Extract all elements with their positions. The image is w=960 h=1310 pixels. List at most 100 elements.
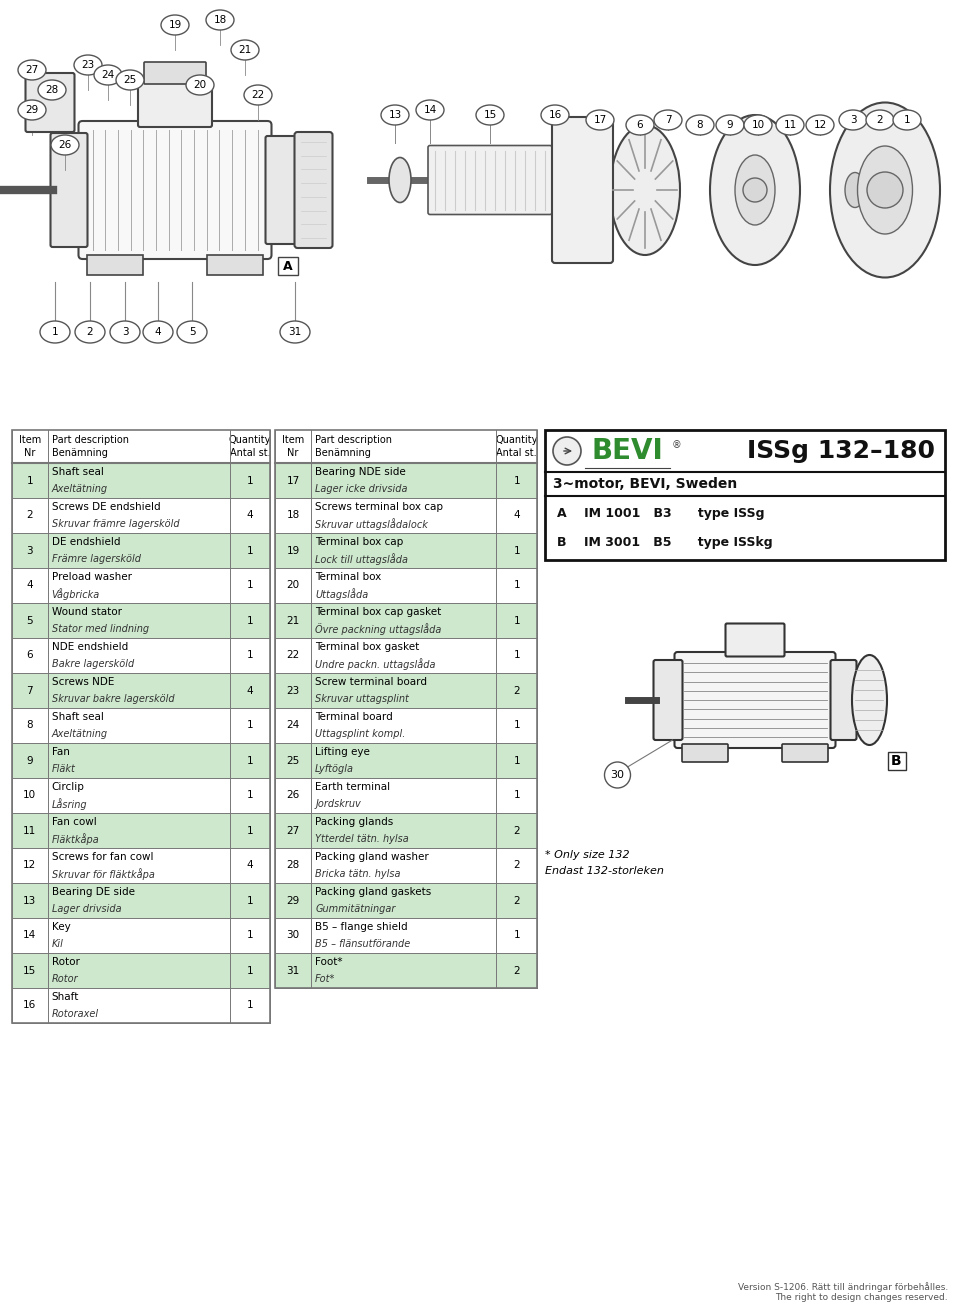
Text: 1: 1	[514, 756, 520, 765]
Text: Undre packn. uttagslåda: Undre packn. uttagslåda	[315, 658, 436, 669]
Bar	[545, 430, 945, 559]
Bar	[12, 883, 270, 918]
Text: 17: 17	[286, 476, 300, 486]
Bar	[0, 0, 960, 430]
Bar	[12, 430, 270, 462]
Text: Packing gland washer: Packing gland washer	[315, 853, 429, 862]
Text: B    IM 3001   B5      type ISSkg: B IM 3001 B5 type ISSkg	[557, 536, 773, 549]
Text: 1: 1	[514, 476, 520, 486]
Text: 4: 4	[247, 511, 253, 520]
Bar	[207, 255, 263, 275]
Text: 1: 1	[52, 328, 59, 337]
Ellipse shape	[18, 100, 46, 121]
Bar	[275, 814, 537, 848]
FancyBboxPatch shape	[144, 62, 206, 84]
Text: Fan: Fan	[52, 748, 69, 757]
Text: 20: 20	[286, 580, 300, 591]
Bar	[275, 673, 537, 707]
Circle shape	[553, 438, 581, 465]
Text: 20: 20	[193, 80, 206, 90]
Text: Skruvar för fläktkåpa: Skruvar för fläktkåpa	[52, 867, 155, 879]
Text: B: B	[891, 755, 901, 768]
Text: Screw terminal board: Screw terminal board	[315, 677, 427, 688]
Ellipse shape	[710, 115, 800, 265]
Text: Lager drivsida: Lager drivsida	[52, 904, 121, 913]
Text: 1: 1	[514, 721, 520, 731]
Text: Fläkt: Fläkt	[52, 764, 76, 773]
Text: Version S-1206. Rätt till ändringar förbehålles.: Version S-1206. Rätt till ändringar förb…	[737, 1282, 948, 1292]
Bar	[12, 430, 270, 1023]
Bar	[275, 533, 537, 569]
Text: 4: 4	[155, 328, 161, 337]
Text: 2: 2	[86, 328, 93, 337]
Text: Preload washer: Preload washer	[52, 572, 132, 583]
FancyBboxPatch shape	[726, 624, 784, 656]
Bar	[275, 498, 537, 533]
FancyBboxPatch shape	[79, 121, 272, 259]
Text: 3: 3	[122, 328, 129, 337]
Text: 5: 5	[27, 616, 33, 625]
Ellipse shape	[416, 100, 444, 121]
Bar	[12, 638, 270, 673]
Text: 1: 1	[247, 756, 253, 765]
Text: 22: 22	[252, 90, 265, 100]
Text: 23: 23	[82, 60, 95, 69]
Bar	[12, 743, 270, 778]
Text: Bricka tätn. hylsa: Bricka tätn. hylsa	[315, 869, 400, 879]
Text: 2: 2	[514, 825, 520, 836]
Text: Quantity
Antal st.: Quantity Antal st.	[228, 435, 271, 457]
Bar	[275, 918, 537, 952]
Text: 23: 23	[286, 685, 300, 696]
Text: 9: 9	[727, 121, 733, 130]
Text: 11: 11	[23, 825, 36, 836]
Text: Fan cowl: Fan cowl	[52, 817, 96, 828]
Text: 4: 4	[514, 511, 520, 520]
Text: 24: 24	[286, 721, 300, 731]
Ellipse shape	[735, 155, 775, 225]
Text: Screws for fan cowl: Screws for fan cowl	[52, 853, 153, 862]
Ellipse shape	[161, 14, 189, 35]
Text: Terminal box cap gasket: Terminal box cap gasket	[315, 608, 442, 617]
Text: Packing glands: Packing glands	[315, 817, 394, 828]
Bar	[12, 673, 270, 707]
Text: 1: 1	[247, 965, 253, 976]
Text: B5 – flange shield: B5 – flange shield	[315, 922, 408, 933]
Text: The right to design changes reserved.: The right to design changes reserved.	[776, 1293, 948, 1302]
Ellipse shape	[716, 115, 744, 135]
Text: Part description
Benämning: Part description Benämning	[315, 435, 392, 457]
Text: 6: 6	[27, 651, 33, 660]
Text: 9: 9	[27, 756, 33, 765]
Text: 1: 1	[247, 1001, 253, 1010]
Bar	[275, 707, 537, 743]
Text: 13: 13	[389, 110, 401, 121]
Text: Lock till uttagslåda: Lock till uttagslåda	[315, 553, 408, 565]
Text: 7: 7	[664, 115, 671, 124]
Text: 1: 1	[247, 721, 253, 731]
Text: 1: 1	[247, 930, 253, 941]
Text: Låsring: Låsring	[52, 798, 87, 810]
Text: Item
Nr: Item Nr	[18, 435, 41, 457]
Circle shape	[605, 762, 631, 789]
Text: 3: 3	[850, 115, 856, 124]
Text: Lyftögla: Lyftögla	[315, 764, 354, 773]
Text: 28: 28	[286, 861, 300, 871]
FancyBboxPatch shape	[654, 660, 683, 740]
Text: 4: 4	[247, 685, 253, 696]
Text: Främre lagersköld: Främre lagersköld	[52, 554, 140, 563]
Bar	[275, 778, 537, 814]
Bar	[275, 462, 537, 498]
Text: 10: 10	[752, 121, 764, 130]
Bar	[278, 257, 298, 275]
Ellipse shape	[381, 105, 409, 124]
Text: 30: 30	[286, 930, 300, 941]
Ellipse shape	[231, 41, 259, 60]
Text: 1: 1	[247, 616, 253, 625]
Text: 11: 11	[783, 121, 797, 130]
Text: Terminal board: Terminal board	[315, 713, 393, 722]
Ellipse shape	[839, 110, 867, 130]
Ellipse shape	[806, 115, 834, 135]
Text: 1: 1	[247, 790, 253, 800]
Bar	[275, 952, 537, 988]
Text: 1: 1	[903, 115, 910, 124]
Text: Terminal box gasket: Terminal box gasket	[315, 642, 420, 652]
